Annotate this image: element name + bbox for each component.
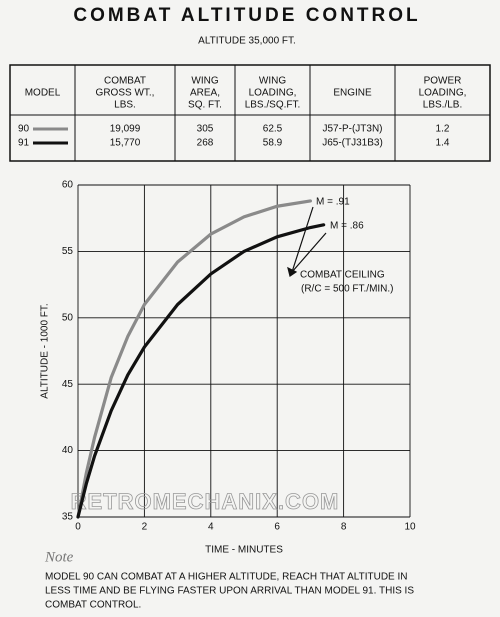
- table-header: LBS.: [114, 100, 136, 111]
- annotation: (R/C = 500 FT./MIN.): [301, 284, 394, 295]
- note-line: COMBAT CONTROL.: [45, 600, 141, 611]
- y-tick-label: 50: [62, 312, 74, 323]
- table-header: ENGINE: [333, 88, 372, 99]
- table-header: AREA,: [190, 88, 220, 99]
- table-cell: 1.4: [436, 138, 450, 149]
- arrow: [291, 232, 327, 273]
- watermark: RETROMECHANIX.COM: [71, 489, 340, 514]
- table-header: LOADING,: [419, 88, 467, 99]
- table-header: LBS./SQ.FT.: [245, 100, 301, 111]
- table-header: GROSS WT.,: [96, 88, 155, 99]
- table-header: MODEL: [25, 88, 61, 99]
- y-tick-label: 35: [62, 512, 74, 523]
- line-series: [76, 199, 312, 519]
- table-cell: 91: [18, 138, 30, 149]
- line-series: [76, 223, 326, 519]
- x-tick-label: 10: [404, 522, 416, 533]
- table: [9, 64, 491, 162]
- callout-arrows: [287, 206, 327, 277]
- note-heading: Note: [44, 549, 74, 565]
- x-tick-label: 4: [208, 522, 214, 533]
- x-tick-label: 0: [75, 522, 81, 533]
- annotation: M = .91: [316, 197, 350, 208]
- table-header: SQ. FT.: [188, 100, 222, 111]
- table-header: LOADING,: [249, 88, 297, 99]
- table-cell: 268: [197, 138, 214, 149]
- x-axis-label: TIME - MINUTES: [205, 545, 283, 556]
- note-line: MODEL 90 CAN COMBAT AT A HIGHER ALTITUDE…: [45, 572, 408, 583]
- x-tick-label: 8: [341, 522, 347, 533]
- table-cell: 1.2: [436, 124, 450, 135]
- annotation: COMBAT CEILING: [300, 270, 385, 281]
- table-cell: J57-P-(JT3N): [322, 124, 382, 135]
- table-cell: J65-(TJ31B3): [322, 138, 383, 149]
- arrow: [291, 206, 314, 273]
- arrow-head: [287, 266, 298, 277]
- table-header: WING: [259, 76, 286, 87]
- x-tick-label: 2: [142, 522, 148, 533]
- note-line: LESS TIME AND BE FLYING FASTER UPON ARRI…: [45, 586, 414, 597]
- table-header: LBS./LB.: [423, 100, 462, 111]
- x-tick-label: 6: [274, 522, 280, 533]
- table-header: WING: [191, 76, 218, 87]
- table-header: COMBAT: [104, 76, 146, 87]
- table-cell: 62.5: [263, 124, 283, 135]
- table-header: POWER: [424, 76, 462, 87]
- y-tick-label: 55: [62, 246, 74, 257]
- y-tick-label: 40: [62, 445, 74, 456]
- table-cell: 305: [197, 124, 214, 135]
- title: COMBAT ALTITUDE CONTROL: [73, 5, 420, 26]
- table-cell: 19,099: [110, 124, 141, 135]
- y-axis-label: ALTITUDE - 1000 FT.: [40, 303, 51, 398]
- table-border: [9, 64, 491, 162]
- table-cell: 58.9: [263, 138, 283, 149]
- y-tick-label: 45: [62, 379, 74, 390]
- table-cell: 90: [18, 124, 30, 135]
- subtitle: ALTITUDE 35,000 FT.: [198, 36, 296, 47]
- y-tick-label: 60: [62, 180, 74, 191]
- table-cell: 15,770: [110, 138, 141, 149]
- annotation: M = .86: [330, 221, 364, 232]
